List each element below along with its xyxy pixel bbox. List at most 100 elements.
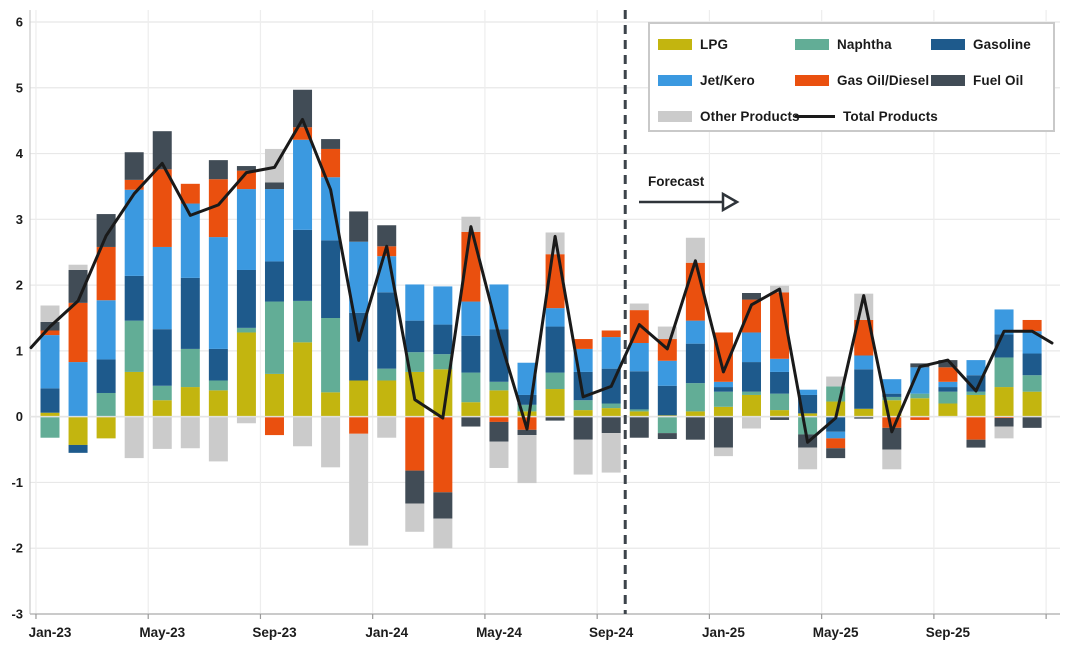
- legend-row: Other Products Total Products: [650, 108, 1053, 124]
- bar-segment: [966, 360, 986, 376]
- bar-segment: [573, 339, 593, 349]
- bar-segment: [40, 330, 60, 336]
- bar-segment: [713, 381, 733, 388]
- bar-segment: [854, 416, 874, 419]
- y-tick-label: -1: [11, 475, 23, 490]
- x-tick-label: Sep-24: [589, 625, 634, 640]
- bar-segment: [994, 417, 1014, 427]
- bar-segment: [742, 362, 761, 392]
- bar-segment: [1022, 416, 1042, 428]
- x-tick-label: May-24: [476, 625, 522, 640]
- bar-segment: [293, 89, 313, 128]
- legend: LPG Naphtha Gasoline Jet/Kero Gas Oil/Diesel…: [648, 22, 1055, 132]
- bar-segment: [1022, 331, 1042, 354]
- bar-segment: [433, 416, 453, 493]
- bar-segment: [68, 264, 88, 270]
- bar-segment: [405, 416, 425, 471]
- bar-segment: [601, 408, 621, 417]
- bar-segment: [629, 416, 649, 438]
- legend-item-gasoline: Gasoline: [931, 36, 1031, 52]
- legend-item-lpg: LPG: [658, 37, 728, 52]
- legend-item-fuel-oil: Fuel Oil: [931, 72, 1024, 88]
- bar-segment: [966, 416, 986, 440]
- bar-segment: [798, 389, 818, 395]
- forecast-label: Forecast: [648, 174, 705, 189]
- bar-segment: [938, 381, 958, 388]
- bar-segment: [40, 416, 60, 438]
- bar-segment: [713, 406, 733, 417]
- bar-segment: [601, 433, 621, 473]
- bar-segment: [293, 229, 313, 301]
- total-products-line: [29, 117, 1054, 444]
- bar-segment: [770, 358, 790, 372]
- bar-segment: [489, 390, 509, 417]
- bar-segment: [377, 368, 397, 381]
- bar-segment: [236, 416, 256, 424]
- bar-segment: [882, 379, 902, 394]
- y-tick-label: 4: [16, 146, 24, 161]
- bar-segment: [433, 492, 453, 519]
- bar-segment: [40, 388, 60, 413]
- bar-segment: [966, 394, 986, 417]
- bar-segment: [293, 342, 313, 417]
- bar-segment: [433, 518, 453, 549]
- bar-segment: [882, 396, 902, 401]
- bar-segment: [349, 380, 369, 417]
- bar-segment: [854, 319, 874, 356]
- bar-segment: [1022, 319, 1042, 332]
- bar-segment: [798, 413, 818, 417]
- legend-swatch-lpg: [658, 38, 692, 50]
- bar-segment: [461, 402, 481, 417]
- bar-segment: [96, 359, 116, 393]
- bar-segment: [489, 441, 509, 468]
- bar-segment: [938, 367, 958, 382]
- bar-segment: [180, 348, 200, 388]
- bar-segment: [40, 305, 60, 322]
- bar-segment: [657, 433, 677, 440]
- bar-segment: [236, 170, 256, 190]
- bar-segment: [489, 416, 509, 422]
- bar-segment: [68, 362, 88, 417]
- bar-segment: [910, 367, 930, 394]
- bar-segment: [910, 393, 930, 399]
- x-tick-label: May-23: [139, 625, 185, 640]
- bar-segment: [910, 398, 930, 417]
- bar-segment: [68, 269, 88, 303]
- legend-swatch-total-products: [795, 114, 835, 118]
- bar-segment: [713, 387, 733, 392]
- bar-segment: [321, 177, 341, 241]
- bar-segment: [264, 189, 284, 262]
- bar-segment: [826, 376, 846, 387]
- legend-label-other-products: Other Products: [700, 108, 800, 124]
- bar-segment: [124, 189, 144, 276]
- bar-segment: [264, 373, 284, 417]
- bar-segment: [882, 427, 902, 450]
- bar-segment: [629, 342, 649, 372]
- bar-segment: [461, 335, 481, 373]
- bar-segment: [461, 301, 481, 336]
- legend-label-gasoline: Gasoline: [973, 36, 1031, 52]
- bar-segment: [1022, 391, 1042, 417]
- bar-segment: [433, 286, 453, 325]
- bar-segment: [68, 444, 88, 453]
- bar-segment: [377, 416, 397, 438]
- bar-segment: [685, 383, 705, 412]
- bar-segment: [293, 139, 313, 230]
- bar-segment: [938, 387, 958, 392]
- legend-label-fuel-oil: Fuel Oil: [973, 72, 1024, 88]
- bar-segment: [910, 416, 930, 420]
- bar-segment: [124, 179, 144, 190]
- bar-segment: [208, 348, 228, 381]
- bar-segment: [236, 189, 256, 270]
- bar-segment: [742, 391, 761, 395]
- bar-segment: [657, 360, 677, 386]
- forecast-arrowhead-icon: [721, 191, 740, 213]
- bar-segment: [742, 394, 761, 417]
- bar-segment: [685, 320, 705, 344]
- bar-segment: [377, 225, 397, 247]
- bar-segment: [405, 503, 425, 532]
- bar-segment: [938, 391, 958, 404]
- bar-segment: [152, 400, 172, 417]
- bar-segment: [994, 357, 1014, 388]
- bar-segment: [264, 416, 284, 436]
